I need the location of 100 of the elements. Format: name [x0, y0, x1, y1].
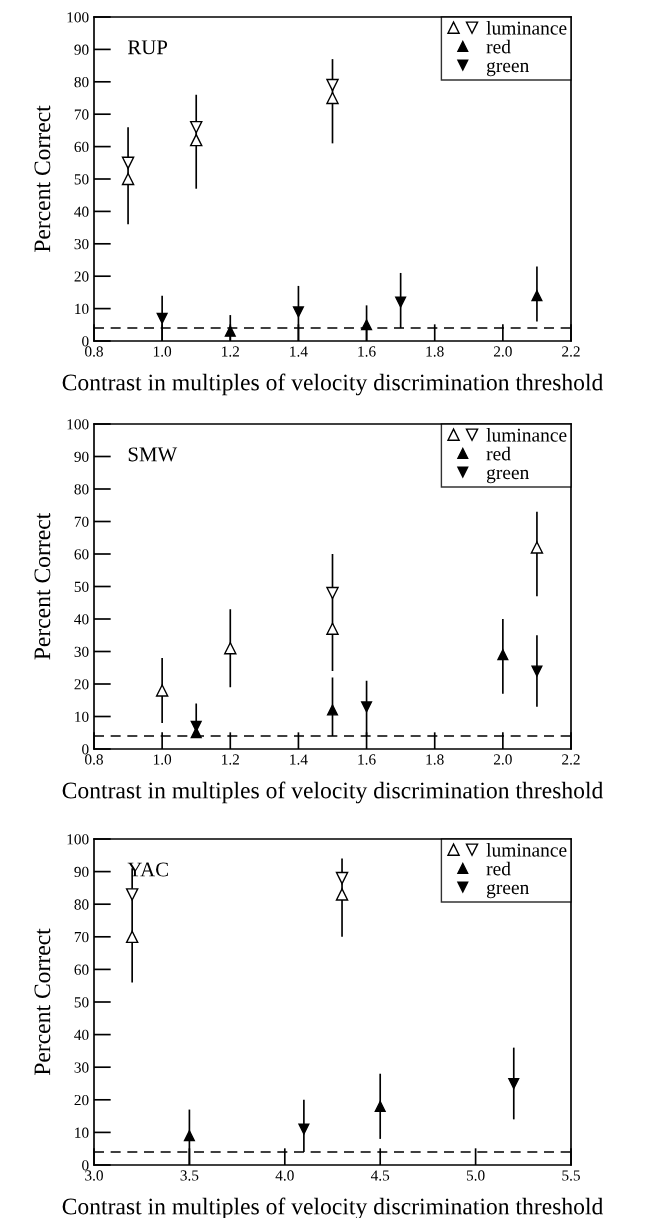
point: [361, 701, 373, 713]
x-tick-label: 1.8: [426, 754, 444, 765]
legend-label: green: [486, 61, 530, 77]
point: [292, 306, 304, 318]
x-tick-label: 2.2: [562, 346, 580, 357]
y-tick-label: 0: [82, 1160, 89, 1171]
point: [298, 1123, 310, 1135]
y-tick-label: 30: [74, 646, 89, 657]
point: [326, 704, 339, 716]
x-tick-label: 1.0: [153, 346, 172, 357]
y-tick-label: 50: [74, 581, 89, 592]
legend-label: red: [486, 39, 511, 54]
x-tick-label: 0.8: [85, 346, 103, 357]
point: [326, 78, 339, 92]
y-axis-title: Percent Correct: [34, 512, 51, 660]
point: [189, 133, 203, 147]
y-tick-label: 10: [75, 1127, 89, 1138]
y-tick-label: 70: [74, 516, 89, 527]
annotation: YAC: [127, 862, 168, 877]
x-tick-label: 4.5: [370, 1170, 390, 1181]
x-tick-label: 1.2: [222, 346, 239, 357]
point: [530, 541, 544, 554]
x-tick-label: 3.0: [85, 1170, 103, 1181]
legend-label: luminance: [486, 843, 567, 857]
x-tick-label: 1.6: [358, 754, 376, 765]
x-tick-label: 1.2: [222, 754, 239, 765]
point: [125, 930, 139, 944]
y-tick-label: 10: [75, 303, 89, 315]
y-axis-title: Percent Correct: [34, 105, 51, 253]
y-tick-label: 50: [74, 997, 89, 1008]
y-tick-label: 20: [74, 679, 89, 690]
y-tick-label: 50: [74, 174, 89, 185]
y-tick-label: 20: [74, 1094, 89, 1106]
point: [395, 296, 407, 308]
x-tick-label: 1.0: [153, 754, 172, 765]
point: [183, 1130, 195, 1142]
y-tick-label: 80: [74, 484, 89, 495]
point: [189, 120, 203, 134]
y-tick-label: 80: [74, 899, 89, 910]
x-tick-label: 4.0: [275, 1170, 294, 1181]
x-axis-title: Contrast in multiples of velocity discrimination threshold: [62, 373, 604, 396]
point: [508, 1077, 520, 1090]
x-tick-label: 2.0: [493, 754, 512, 765]
y-tick-label: 100: [67, 419, 89, 430]
y-tick-label: 80: [74, 76, 89, 88]
point: [531, 665, 543, 677]
y-tick-label: 90: [74, 451, 89, 462]
y-tick-label: 90: [74, 44, 89, 55]
point: [326, 91, 339, 105]
y-tick-label: 60: [74, 141, 89, 153]
legend-label: green: [486, 883, 530, 899]
point: [326, 586, 339, 600]
legend-label: red: [486, 861, 511, 876]
point: [335, 888, 349, 901]
point: [361, 319, 373, 331]
y-tick-label: 0: [82, 336, 89, 347]
y-tick-label: 70: [74, 931, 89, 943]
y-tick-label: 40: [74, 1029, 89, 1041]
point: [155, 684, 169, 697]
point: [121, 156, 135, 170]
legend-label: luminance: [486, 21, 567, 35]
x-tick-label: 2.0: [493, 346, 512, 357]
point: [531, 290, 543, 302]
x-tick-label: 2.2: [562, 754, 580, 765]
y-tick-label: 70: [74, 109, 89, 120]
y-tick-label: 20: [74, 271, 89, 282]
x-tick-label: 1.4: [290, 754, 308, 765]
legend-label: luminance: [486, 428, 567, 442]
x-tick-label: 0.8: [85, 754, 103, 765]
y-tick-label: 40: [74, 206, 89, 217]
y-tick-label: 60: [74, 964, 89, 975]
point: [335, 871, 349, 885]
y-tick-label: 30: [74, 238, 89, 250]
x-axis-title: Contrast in multiples of velocity discrimination threshold: [62, 781, 604, 804]
y-tick-label: 30: [74, 1062, 89, 1073]
y-tick-label: 100: [67, 834, 89, 845]
annotation: SMW: [128, 447, 178, 462]
y-tick-label: 0: [82, 744, 89, 755]
legend-label: green: [486, 468, 530, 484]
y-tick-label: 40: [74, 614, 89, 625]
x-tick-label: 1.4: [290, 346, 308, 357]
x-tick-label: 5.0: [466, 1170, 485, 1181]
y-tick-label: 100: [67, 12, 89, 23]
point: [125, 888, 139, 901]
x-tick-label: 1.6: [358, 346, 376, 357]
legend-label: red: [486, 446, 511, 461]
point: [121, 172, 135, 186]
point: [497, 649, 509, 661]
annotation: RUP: [127, 40, 168, 55]
x-tick-label: 3.5: [180, 1170, 199, 1181]
x-tick-label: 5.5: [562, 1170, 580, 1181]
y-tick-label: 10: [75, 711, 89, 722]
point: [326, 622, 339, 636]
y-tick-label: 60: [74, 549, 89, 560]
x-tick-label: 1.8: [426, 346, 444, 357]
point: [156, 312, 168, 324]
point: [224, 641, 237, 655]
point: [374, 1100, 386, 1112]
point: [224, 325, 236, 337]
y-axis-title: Percent Correct: [34, 928, 51, 1076]
